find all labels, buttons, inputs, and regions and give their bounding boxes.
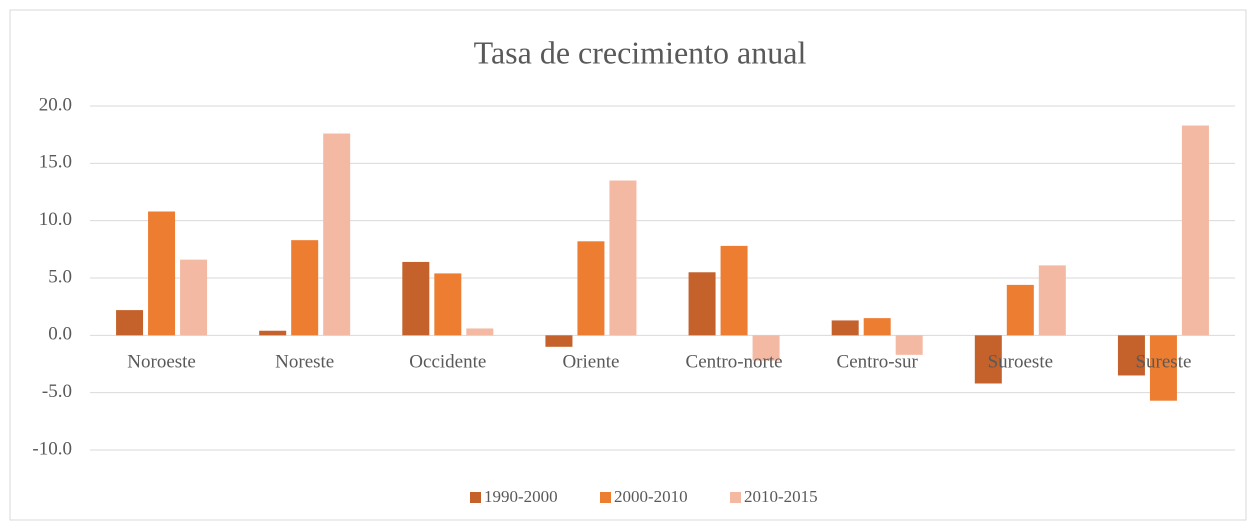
bar — [688, 272, 716, 336]
y-tick-label: 0.0 — [48, 324, 72, 345]
legend-swatch — [470, 492, 481, 503]
x-tick-label: Sureste — [1135, 352, 1191, 373]
legend-label: 2010-2015 — [744, 487, 818, 506]
bar — [1117, 335, 1145, 376]
x-tick-label: Suroeste — [988, 352, 1053, 373]
bar — [323, 133, 351, 336]
chart-title: Tasa de crecimiento anual — [474, 34, 807, 70]
bar — [974, 335, 1002, 384]
bar — [1149, 335, 1177, 401]
bar — [1006, 284, 1034, 336]
bar — [291, 240, 319, 336]
bar — [116, 310, 144, 336]
x-tick-label: Oriente — [562, 352, 619, 373]
legend-label: 1990-2000 — [484, 487, 558, 506]
x-tick-label: Centro-norte — [686, 352, 783, 373]
y-tick-label: 20.0 — [39, 94, 72, 115]
bar — [609, 180, 637, 336]
bar — [1181, 125, 1209, 336]
bar — [752, 335, 780, 361]
y-tick-label: -10.0 — [32, 438, 72, 459]
bar — [1038, 265, 1066, 336]
y-tick-label: 5.0 — [48, 266, 72, 287]
bar — [831, 320, 859, 336]
y-tick-label: -5.0 — [42, 381, 72, 402]
bar — [434, 273, 462, 336]
bar — [402, 261, 430, 336]
x-tick-label: Noroeste — [127, 352, 196, 373]
legend-swatch — [600, 492, 611, 503]
legend-swatch — [730, 492, 741, 503]
bar — [259, 330, 287, 336]
x-tick-label: Noreste — [275, 352, 334, 373]
y-tick-label: 15.0 — [39, 152, 72, 173]
bar — [720, 245, 748, 336]
x-tick-label: Centro-sur — [837, 352, 919, 373]
bar — [148, 211, 176, 336]
bar — [863, 318, 891, 336]
bar — [545, 335, 573, 347]
bar — [895, 335, 923, 355]
bar — [466, 328, 494, 336]
legend-label: 2000-2010 — [614, 487, 688, 506]
bar — [577, 241, 605, 336]
bar — [180, 259, 208, 336]
y-tick-label: 10.0 — [39, 209, 72, 230]
x-tick-label: Occidente — [409, 352, 486, 373]
